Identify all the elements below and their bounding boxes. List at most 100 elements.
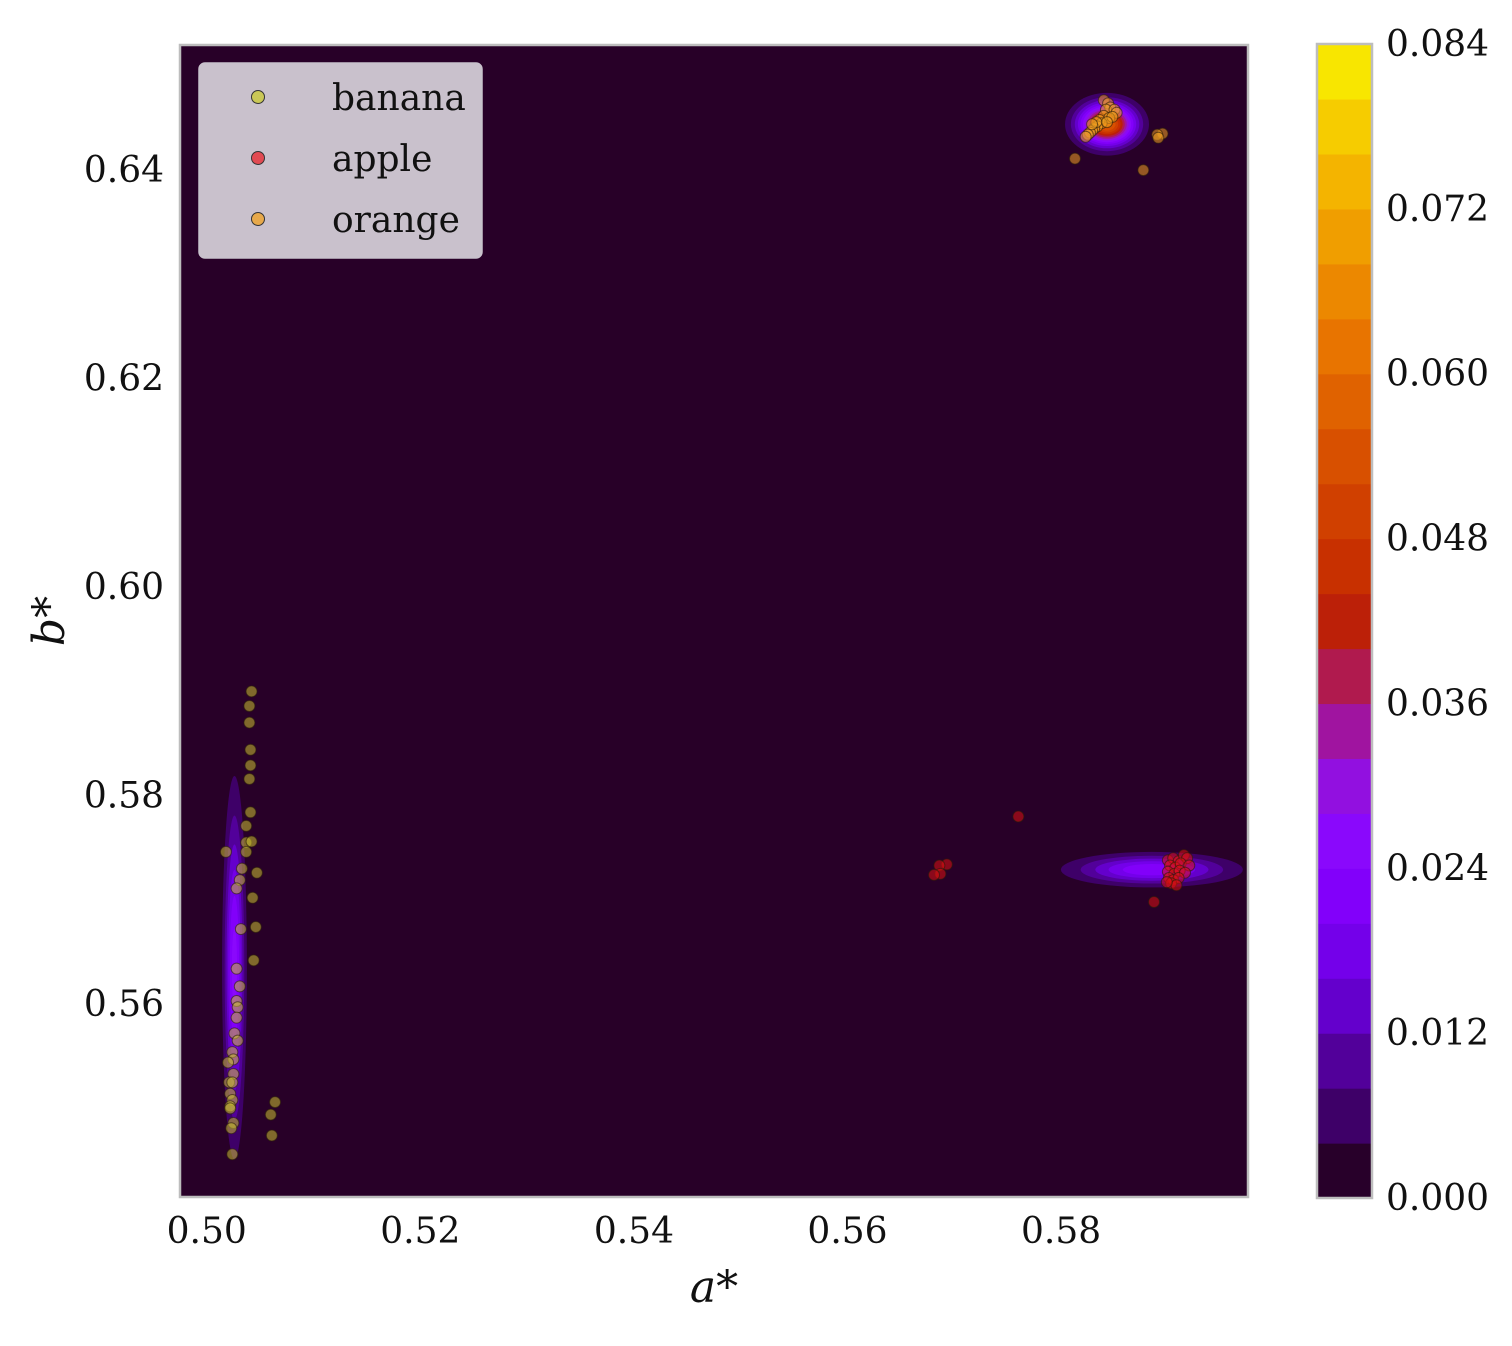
point-banana-0 bbox=[245, 685, 258, 698]
point-banana-32 bbox=[226, 1076, 239, 1089]
colorbar-bands bbox=[1317, 44, 1372, 1199]
x-tick-label: 0.58 bbox=[1021, 1211, 1101, 1252]
y-tick-label: 0.64 bbox=[84, 150, 164, 191]
legend-marker-apple bbox=[251, 151, 265, 165]
colorbar-band bbox=[1317, 263, 1372, 320]
colorbar-band bbox=[1317, 208, 1372, 265]
colorbar-band bbox=[1317, 44, 1372, 100]
colorbar-tick-label: 0.048 bbox=[1386, 519, 1489, 560]
point-banana-40 bbox=[269, 1096, 282, 1109]
point-apple-5 bbox=[1148, 895, 1161, 908]
colorbar-tick-label: 0.060 bbox=[1386, 354, 1489, 395]
point-orange-19 bbox=[1086, 118, 1099, 131]
point-banana-7 bbox=[240, 819, 253, 832]
colorbar-band bbox=[1317, 153, 1372, 210]
plot-frame bbox=[178, 43, 1250, 1199]
x-tick-label: 0.52 bbox=[380, 1211, 460, 1252]
point-banana-4 bbox=[244, 759, 257, 772]
x-tick-label: 0.56 bbox=[807, 1211, 887, 1252]
point-banana-16 bbox=[246, 891, 259, 904]
colorbar-tick-label: 0.012 bbox=[1386, 1013, 1489, 1054]
colorbar-tick-label: 0.072 bbox=[1386, 189, 1489, 230]
point-orange-23 bbox=[1068, 152, 1081, 165]
y-tick-label: 0.58 bbox=[84, 776, 164, 817]
colorbar-band bbox=[1317, 373, 1372, 430]
colorbar-band bbox=[1317, 648, 1372, 705]
x-tick-label: 0.50 bbox=[167, 1211, 247, 1252]
point-banana-23 bbox=[231, 1001, 244, 1014]
point-orange-22 bbox=[1152, 131, 1165, 144]
point-banana-42 bbox=[265, 1129, 278, 1142]
x-tick-label: 0.54 bbox=[594, 1211, 674, 1252]
colorbar-band bbox=[1317, 98, 1372, 155]
point-banana-3 bbox=[244, 743, 257, 756]
colorbar-band bbox=[1317, 1143, 1372, 1199]
point-banana-15 bbox=[230, 882, 243, 895]
y-tick-label: 0.60 bbox=[84, 567, 164, 608]
point-apple-24 bbox=[1160, 876, 1173, 889]
x-axis-ticks: 0.50 0.52 0.54 0.56 0.58 bbox=[167, 1211, 1102, 1252]
point-banana-21 bbox=[233, 980, 246, 993]
colorbar-frame bbox=[1315, 42, 1374, 1200]
point-banana-11 bbox=[219, 845, 232, 858]
point-banana-36 bbox=[224, 1102, 237, 1115]
colorbar-band bbox=[1317, 1033, 1372, 1089]
point-banana-5 bbox=[243, 772, 256, 785]
colorbar-band bbox=[1317, 593, 1372, 650]
point-banana-18 bbox=[234, 923, 247, 936]
point-banana-1 bbox=[243, 699, 256, 712]
point-banana-26 bbox=[231, 1034, 244, 1047]
point-banana-24 bbox=[230, 1011, 243, 1024]
point-banana-20 bbox=[230, 962, 243, 975]
y-tick-label: 0.56 bbox=[84, 984, 164, 1025]
colorbar-band bbox=[1317, 318, 1372, 375]
point-banana-38 bbox=[225, 1122, 238, 1135]
point-banana-9 bbox=[245, 835, 258, 848]
legend-label-apple: apple bbox=[332, 139, 432, 180]
scatter-points-layer bbox=[219, 94, 1196, 1161]
point-banana-19 bbox=[247, 954, 260, 967]
x-axis-label: a* bbox=[690, 1262, 738, 1313]
legend-marker-banana bbox=[251, 90, 265, 104]
colorbar-band bbox=[1317, 923, 1372, 979]
colorbar-tick-label: 0.036 bbox=[1386, 683, 1489, 724]
colorbar-band bbox=[1317, 813, 1372, 869]
colorbar-band bbox=[1317, 758, 1372, 814]
colorbar-band bbox=[1317, 1088, 1372, 1144]
colorbar-band bbox=[1317, 703, 1372, 759]
point-banana-12 bbox=[235, 862, 248, 875]
point-banana-39 bbox=[226, 1148, 239, 1161]
point-apple-0 bbox=[1012, 810, 1025, 823]
point-orange-15 bbox=[1079, 130, 1092, 143]
y-axis-label: b* bbox=[24, 596, 75, 646]
colorbar-band bbox=[1317, 538, 1372, 595]
colorbar-tick-label: 0.000 bbox=[1386, 1178, 1489, 1219]
legend-marker-orange bbox=[251, 212, 265, 226]
point-banana-2 bbox=[243, 716, 256, 729]
point-banana-29 bbox=[222, 1056, 235, 1069]
colorbar-ticks: 0.000 0.012 0.024 0.036 0.048 0.060 0.072 0.084 bbox=[1386, 24, 1489, 1219]
y-axis-ticks: 0.56 0.58 0.60 0.62 0.64 bbox=[84, 150, 164, 1025]
colorbar-band bbox=[1317, 428, 1372, 485]
colorbar-band bbox=[1317, 483, 1372, 540]
point-orange-17 bbox=[1101, 116, 1114, 129]
legend-label-orange: orange bbox=[332, 200, 460, 241]
point-banana-6 bbox=[244, 806, 257, 819]
legend-box bbox=[198, 62, 483, 259]
point-banana-41 bbox=[264, 1108, 277, 1121]
colorbar-tick-label: 0.084 bbox=[1386, 24, 1489, 65]
point-banana-17 bbox=[249, 920, 262, 933]
legend: banana apple orange bbox=[198, 62, 483, 259]
point-apple-4 bbox=[928, 868, 941, 881]
point-banana-10 bbox=[240, 845, 253, 858]
colorbar: 0.000 0.012 0.024 0.036 0.048 0.060 0.072 0.084 bbox=[1315, 24, 1489, 1219]
y-tick-label: 0.62 bbox=[84, 359, 164, 400]
point-orange-24 bbox=[1137, 164, 1150, 177]
colorbar-tick-label: 0.024 bbox=[1386, 848, 1489, 889]
point-banana-13 bbox=[250, 866, 263, 879]
colorbar-band bbox=[1317, 868, 1372, 924]
legend-label-banana: banana bbox=[332, 78, 466, 119]
colorbar-band bbox=[1317, 978, 1372, 1034]
